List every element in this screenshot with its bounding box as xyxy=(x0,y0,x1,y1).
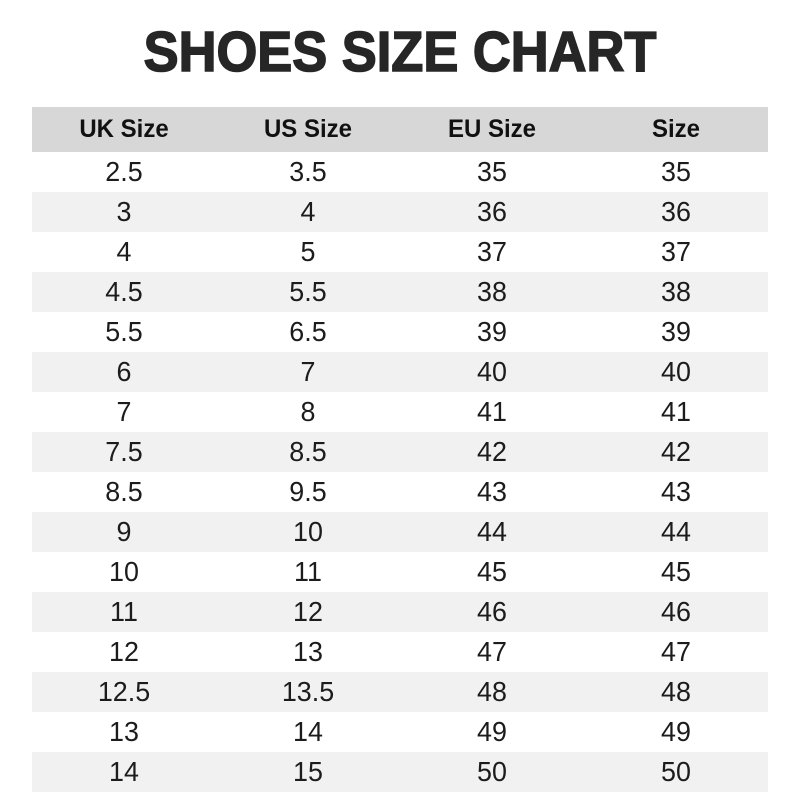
column-header-us-size: US Size xyxy=(263,115,353,143)
table-cell: 47 xyxy=(661,636,691,667)
table-cell: 50 xyxy=(661,756,691,787)
table-cell: 47 xyxy=(477,636,507,667)
table-cell: 9 xyxy=(116,516,132,547)
table-cell: 8.5 xyxy=(105,476,143,507)
table-cell: 44 xyxy=(477,516,507,547)
table-cell: 36 xyxy=(661,196,691,227)
table-cell: 38 xyxy=(477,276,507,307)
table-cell: 50 xyxy=(477,756,507,787)
table-cell: 5 xyxy=(300,236,316,267)
table-cell: 8.5 xyxy=(289,436,327,467)
table-cell: 7 xyxy=(116,396,132,427)
table-cell: 40 xyxy=(477,356,507,387)
table-cell: 48 xyxy=(661,676,691,707)
table-cell: 12 xyxy=(293,596,323,627)
table-cell: 49 xyxy=(661,716,691,747)
table-cell: 7.5 xyxy=(105,436,143,467)
table-cell: 42 xyxy=(661,436,691,467)
table-cell: 4 xyxy=(116,236,132,267)
table-cell: 45 xyxy=(661,556,691,587)
table-cell: 41 xyxy=(661,396,691,427)
table-cell: 46 xyxy=(661,596,691,627)
table-cell: 15 xyxy=(293,756,323,787)
table-cell: 6 xyxy=(116,356,132,387)
table-cell: 5.5 xyxy=(105,316,143,347)
table-cell: 2.5 xyxy=(105,156,143,187)
table-cell: 6.5 xyxy=(289,316,327,347)
size-table-body: 2.5 3.5 35 35 3 4 36 36 4 5 37 37 4.5 5.5 38 38 5.5 6.5 39… xyxy=(32,152,768,792)
table-row: 12 13 47 47 xyxy=(32,632,768,672)
table-cell: 4.5 xyxy=(105,276,143,307)
table-row: 6 7 40 40 xyxy=(32,352,768,392)
column-header-eu-size: EU Size xyxy=(447,115,537,143)
table-cell: 13 xyxy=(109,716,139,747)
table-cell: 38 xyxy=(661,276,691,307)
table-cell: 13 xyxy=(293,636,323,667)
table-row: 7 8 41 41 xyxy=(32,392,768,432)
table-cell: 40 xyxy=(661,356,691,387)
table-cell: 37 xyxy=(477,236,507,267)
table-cell: 43 xyxy=(477,476,507,507)
table-cell: 39 xyxy=(477,316,507,347)
table-cell: 5.5 xyxy=(289,276,327,307)
table-cell: 11 xyxy=(110,596,138,627)
table-cell: 7 xyxy=(300,356,316,387)
table-cell: 9.5 xyxy=(289,476,327,507)
table-cell: 43 xyxy=(661,476,691,507)
table-row: 7.5 8.5 42 42 xyxy=(32,432,768,472)
table-row: 10 11 45 45 xyxy=(32,552,768,592)
column-header-size: Size xyxy=(651,115,701,143)
table-row: 9 10 44 44 xyxy=(32,512,768,552)
table-row: 8.5 9.5 43 43 xyxy=(32,472,768,512)
table-cell: 44 xyxy=(661,516,691,547)
table-cell: 41 xyxy=(477,396,507,427)
table-cell: 35 xyxy=(477,156,507,187)
table-row: 5.5 6.5 39 39 xyxy=(32,312,768,352)
table-cell: 46 xyxy=(477,596,507,627)
table-cell: 10 xyxy=(293,516,323,547)
table-header-row: UK Size US Size EU Size Size xyxy=(32,107,768,152)
table-cell: 8 xyxy=(300,396,316,427)
size-chart-table: UK Size US Size EU Size Size 2.5 3.5 35 35 3… xyxy=(32,107,768,792)
table-cell: 13.5 xyxy=(281,676,335,707)
table-cell: 4 xyxy=(300,196,316,227)
table-cell: 35 xyxy=(661,156,691,187)
table-cell: 14 xyxy=(293,716,323,747)
table-cell: 11 xyxy=(294,556,322,587)
table-cell: 12 xyxy=(109,636,139,667)
table-row: 3 4 36 36 xyxy=(32,192,768,232)
table-cell: 10 xyxy=(109,556,139,587)
table-cell: 14 xyxy=(109,756,139,787)
table-cell: 12.5 xyxy=(97,676,151,707)
page-title: SHOES SIZE CHART xyxy=(143,20,657,84)
table-cell: 37 xyxy=(661,236,691,267)
table-cell: 36 xyxy=(477,196,507,227)
table-cell: 42 xyxy=(477,436,507,467)
table-row: 13 14 49 49 xyxy=(32,712,768,752)
table-cell: 45 xyxy=(477,556,507,587)
table-cell: 3.5 xyxy=(289,156,327,187)
table-cell: 49 xyxy=(477,716,507,747)
table-row: 12.5 13.5 48 48 xyxy=(32,672,768,712)
table-row: 4.5 5.5 38 38 xyxy=(32,272,768,312)
table-row: 4 5 37 37 xyxy=(32,232,768,272)
table-row: 2.5 3.5 35 35 xyxy=(32,152,768,192)
table-cell: 3 xyxy=(116,196,132,227)
table-row: 14 15 50 50 xyxy=(32,752,768,792)
table-cell: 48 xyxy=(477,676,507,707)
table-row: 11 12 46 46 xyxy=(32,592,768,632)
column-header-uk-size: UK Size xyxy=(79,115,169,143)
table-cell: 39 xyxy=(661,316,691,347)
